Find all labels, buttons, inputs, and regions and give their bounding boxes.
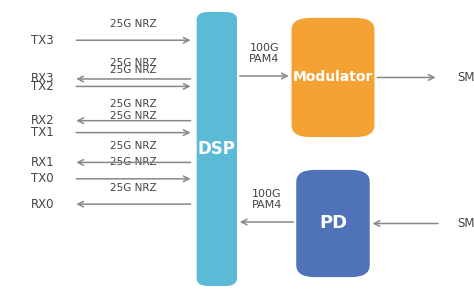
Text: 25G NRZ: 25G NRZ <box>110 183 157 193</box>
Text: 25G NRZ: 25G NRZ <box>110 141 157 151</box>
Text: RX0: RX0 <box>31 198 55 211</box>
Text: TX0: TX0 <box>31 172 54 185</box>
Text: RX1: RX1 <box>31 156 55 169</box>
Text: DSP: DSP <box>198 140 236 158</box>
Text: 25G NRZ: 25G NRZ <box>110 19 157 29</box>
Text: 25G NRZ: 25G NRZ <box>110 111 157 121</box>
FancyBboxPatch shape <box>292 18 374 137</box>
Text: SMF: SMF <box>457 71 474 84</box>
Text: 100G
PAM4: 100G PAM4 <box>249 43 280 64</box>
Text: 25G NRZ: 25G NRZ <box>110 65 157 75</box>
Text: PD: PD <box>319 215 347 232</box>
Text: Modulator: Modulator <box>293 71 373 84</box>
FancyBboxPatch shape <box>296 170 370 277</box>
FancyBboxPatch shape <box>197 12 237 286</box>
Text: SMF: SMF <box>457 217 474 230</box>
Text: 100G
PAM4: 100G PAM4 <box>251 189 282 210</box>
Text: TX1: TX1 <box>31 126 54 139</box>
Text: RX3: RX3 <box>31 72 55 86</box>
Text: RX2: RX2 <box>31 114 55 127</box>
Text: 25G NRZ: 25G NRZ <box>110 157 157 167</box>
Text: 25G NRZ: 25G NRZ <box>110 58 157 68</box>
Text: TX2: TX2 <box>31 80 54 93</box>
Text: TX3: TX3 <box>31 34 54 47</box>
Text: 25G NRZ: 25G NRZ <box>110 99 157 109</box>
